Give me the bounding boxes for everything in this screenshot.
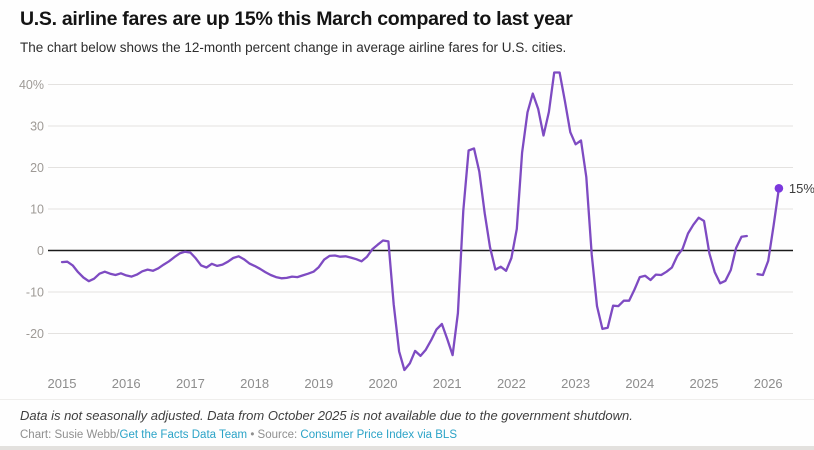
x-axis-tick-label: 2018 xyxy=(240,376,269,391)
latest-point-marker xyxy=(774,184,784,193)
page-subtitle: The chart below shows the 12-month perce… xyxy=(20,40,567,55)
x-axis-tick-label: 2019 xyxy=(304,376,333,391)
credit-team-link[interactable]: Get the Facts Data Team xyxy=(119,429,248,441)
credit-source-link[interactable]: Consumer Price Index via BLS xyxy=(300,429,457,441)
credit-line: Chart: Susie Webb/Get the Facts Data Tea… xyxy=(20,429,794,441)
credit-separator: • Source: xyxy=(247,429,301,441)
x-axis-tick-label: 2026 xyxy=(754,376,783,391)
x-axis-tick-label: 2016 xyxy=(112,376,141,391)
chart-footer: Data is not seasonally adjusted. Data fr… xyxy=(0,399,814,441)
x-axis-tick-label: 2017 xyxy=(176,376,205,391)
fare-change-line xyxy=(756,187,781,277)
x-axis-tick-label: 2020 xyxy=(369,376,398,391)
y-axis-tick-label: -10 xyxy=(26,286,44,300)
y-axis-tick-label: 40% xyxy=(19,78,44,92)
x-axis-tick-label: 2025 xyxy=(690,376,719,391)
y-axis-tick-label: 0 xyxy=(37,244,44,258)
y-axis-tick-label: 30 xyxy=(30,120,44,134)
page-title: U.S. airline fares are up 15% this March… xyxy=(20,8,573,30)
x-axis-tick-label: 2015 xyxy=(48,376,77,391)
y-axis-tick-label: 10 xyxy=(30,203,44,217)
footnote: Data is not seasonally adjusted. Data fr… xyxy=(20,408,633,423)
credit-prefix: Chart: Susie Webb/ xyxy=(20,429,120,441)
x-axis-tick-label: 2023 xyxy=(561,376,590,391)
latest-value-label: 15% xyxy=(789,181,814,196)
fare-change-line xyxy=(60,71,748,372)
x-axis-tick-label: 2021 xyxy=(433,376,462,391)
y-axis-tick-label: 20 xyxy=(30,161,44,175)
x-axis-tick-label: 2022 xyxy=(497,376,526,391)
y-axis-tick-label: -20 xyxy=(26,327,44,341)
x-axis-tick-label: 2024 xyxy=(625,376,654,391)
bottom-border-band xyxy=(0,446,814,450)
